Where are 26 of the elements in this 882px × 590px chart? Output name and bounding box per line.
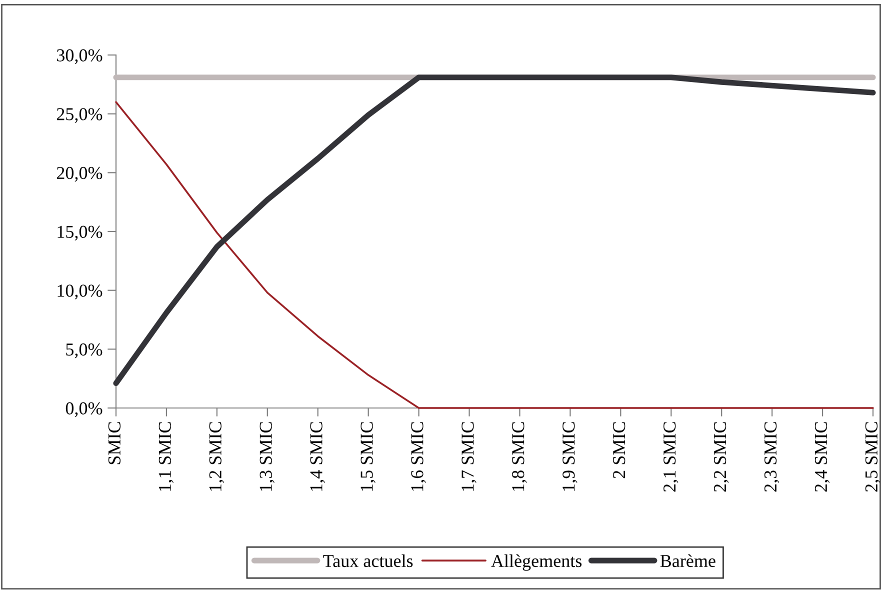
y-tick-label: 10,0% [58, 284, 102, 300]
x-tick-label: 2,5 SMIC [865, 422, 880, 492]
x-tick-label: 1,5 SMIC [360, 422, 376, 491]
x-tick-label: 1,8 SMIC [512, 422, 527, 491]
x-tick-label: 2,1 SMIC [664, 422, 678, 492]
x-tick-label: 1,4 SMIC [310, 422, 325, 491]
x-tick-label: 2 SMIC [613, 422, 626, 478]
x-tick-label: 2,4 SMIC [814, 422, 830, 492]
x-tick-label: 1,9 SMIC [562, 422, 578, 491]
y-tick-label: 20,0% [56, 166, 102, 182]
legend-label: Allègements [491, 554, 582, 571]
legend-label: Barème [660, 554, 716, 568]
x-tick-label: 1,6 SMIC [411, 422, 426, 491]
x-tick-label: 1,3 SMIC [260, 422, 275, 491]
x-tick-label: 1,7 SMIC [462, 422, 476, 491]
y-tick-label: 5,0% [66, 343, 102, 358]
x-tick-label: 2,2 SMIC [714, 422, 729, 492]
x-tick-label: 2,3 SMIC [764, 422, 780, 492]
y-tick-label: 0,0% [66, 402, 102, 418]
x-tick-label: SMIC [108, 422, 121, 464]
y-tick-label: 25,0% [56, 108, 102, 123]
x-tick-label: 1,1 SMIC [158, 422, 174, 491]
x-tick-label: 1,2 SMIC [209, 422, 224, 491]
y-tick-label: 30,0% [57, 49, 102, 64]
legend-label: Taux actuels [323, 554, 413, 568]
y-tick-label: 15,0% [58, 226, 102, 241]
